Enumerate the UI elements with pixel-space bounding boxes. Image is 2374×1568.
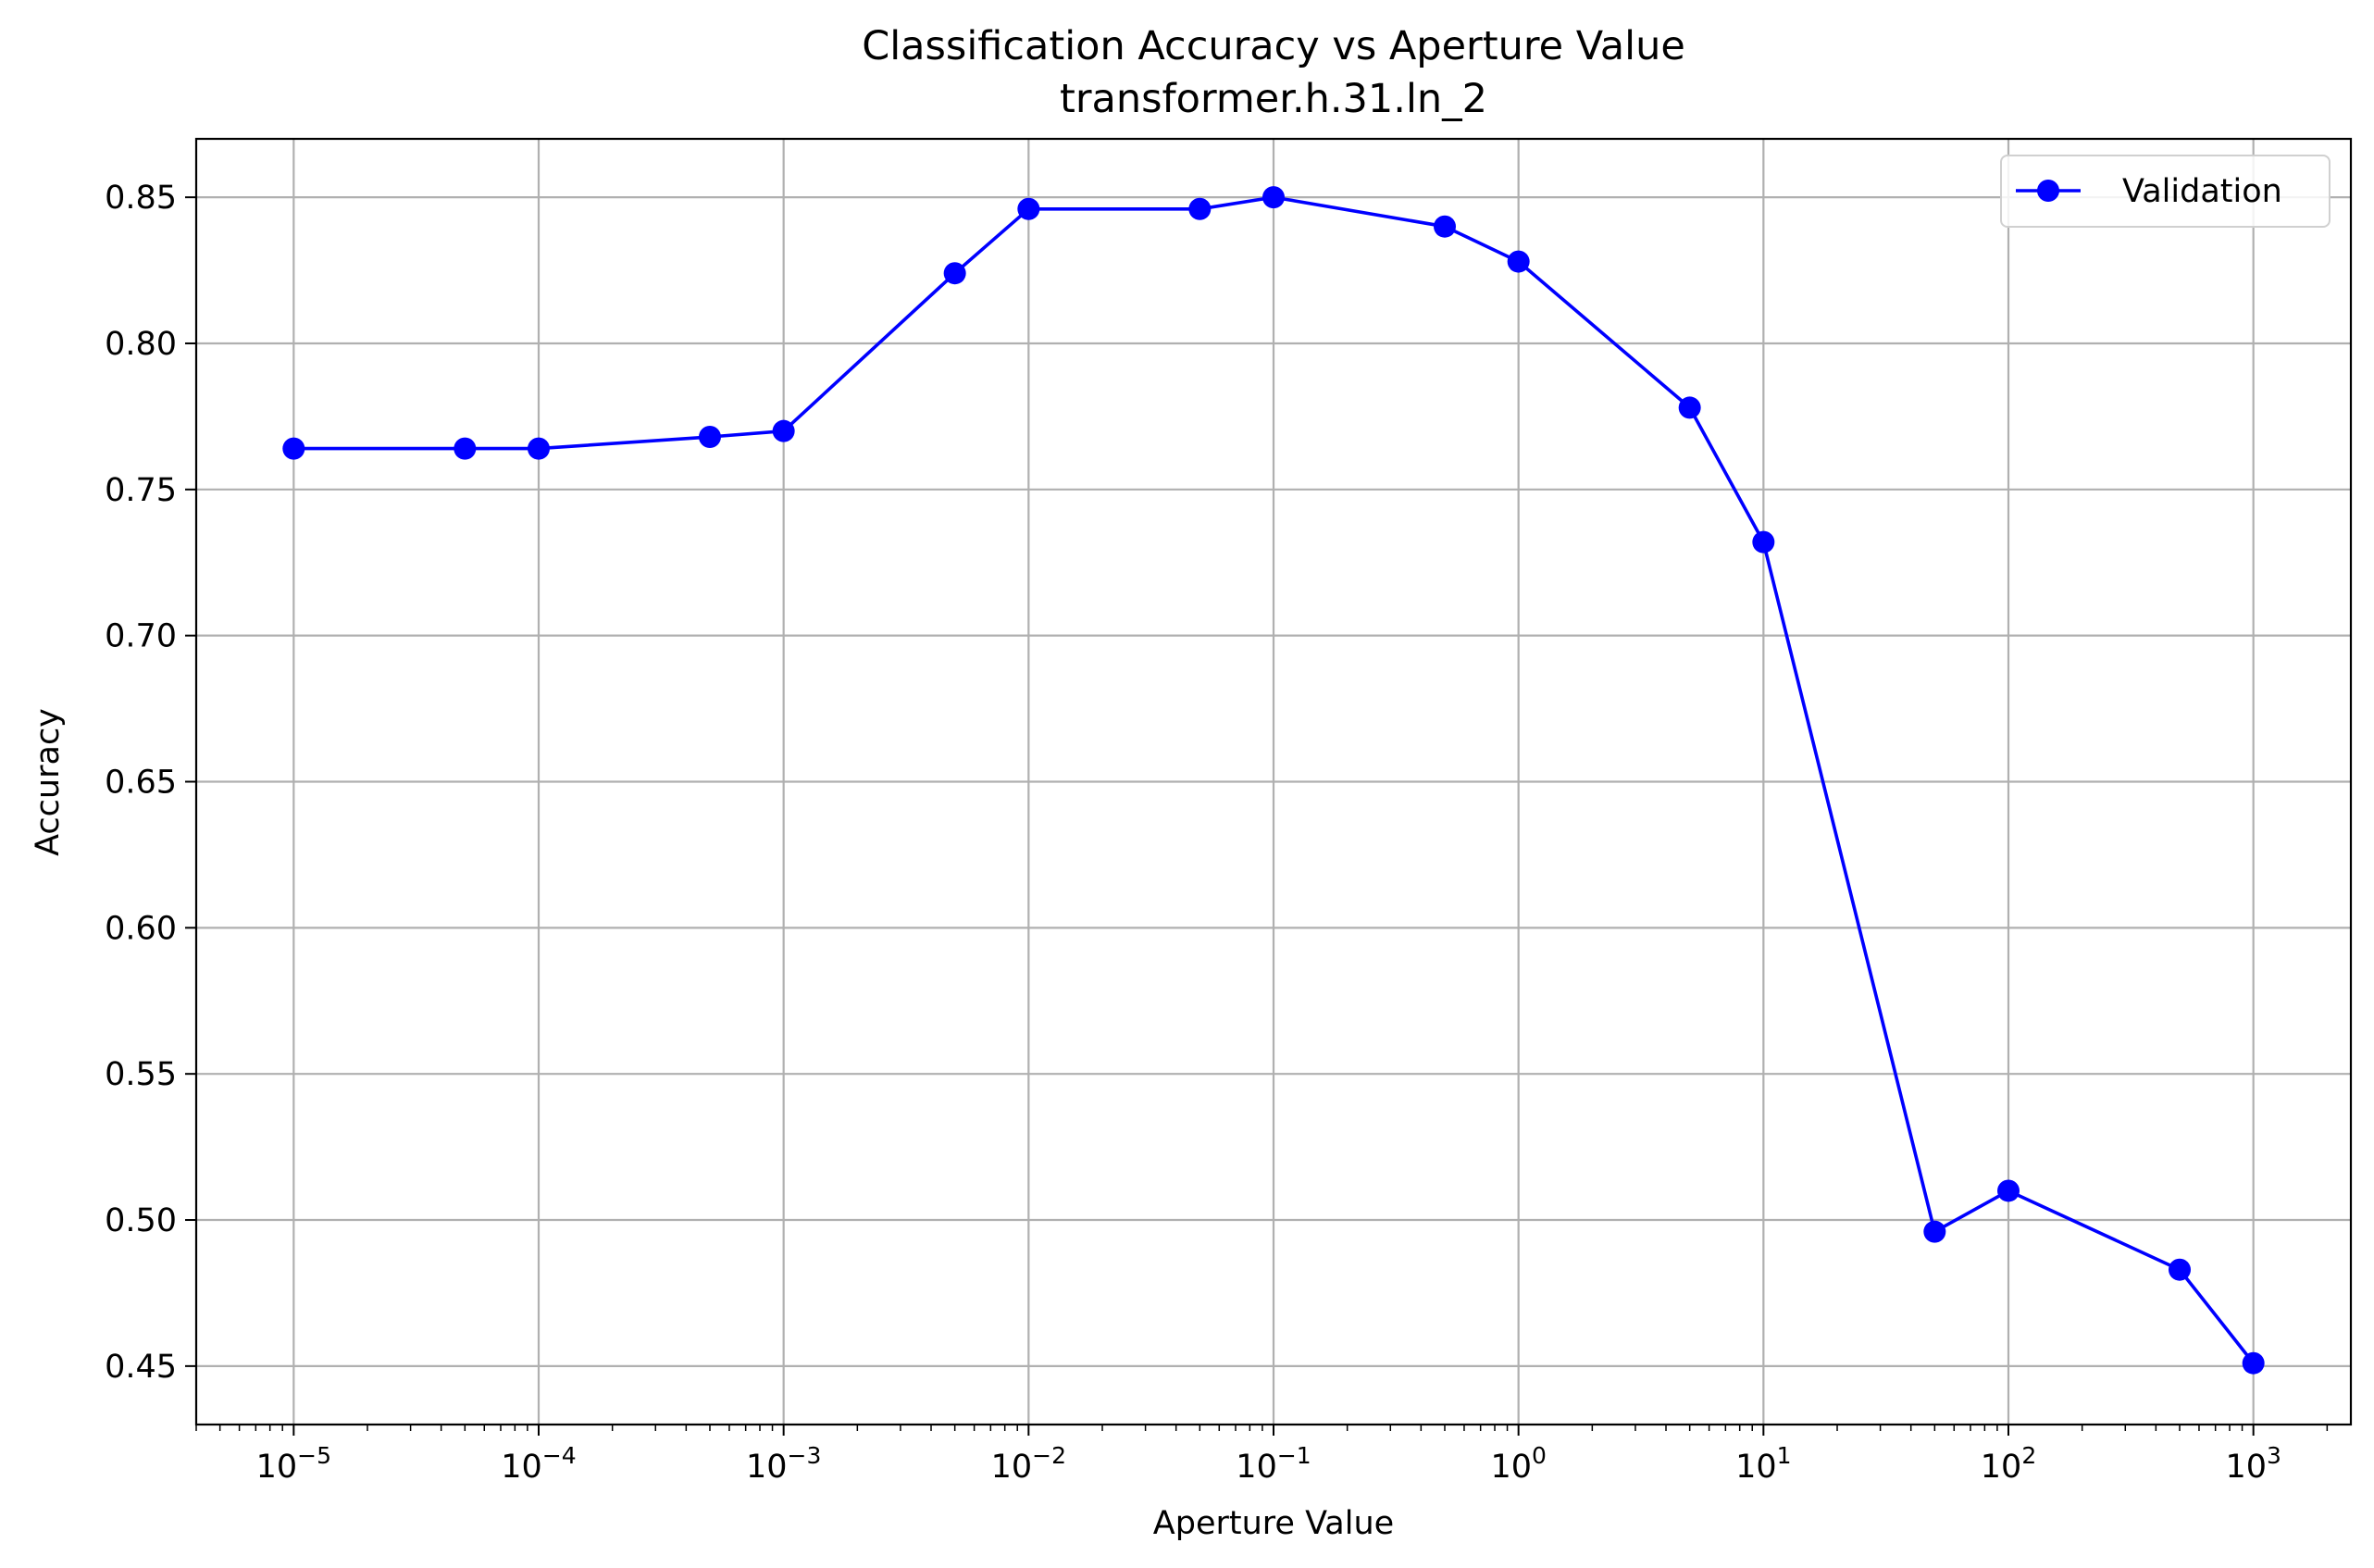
y-tick-label: 0.75 <box>105 472 177 509</box>
chart-title: Classification Accuracy vs Aperture Valu… <box>862 23 1685 69</box>
y-tick-label: 0.60 <box>105 910 177 947</box>
data-point <box>1752 530 1775 554</box>
legend-label: Validation <box>2122 173 2282 210</box>
data-point <box>454 437 477 460</box>
y-tick-label: 0.80 <box>105 326 177 363</box>
x-tick-label: 103 <box>2225 1442 2281 1486</box>
x-tick-label: 101 <box>1735 1442 1791 1486</box>
x-tick-label: 10−5 <box>256 1442 331 1486</box>
y-tick-label: 0.50 <box>105 1202 177 1239</box>
legend-marker <box>2037 180 2059 202</box>
data-point <box>1997 1179 2020 1202</box>
data-point <box>527 437 550 460</box>
y-axis-label: Accuracy <box>30 708 67 856</box>
data-point <box>1678 396 1701 419</box>
x-tick-label: 10−2 <box>991 1442 1066 1486</box>
x-axis: 10−5 10−4 10−3 10−2 10−1 100 101 102 103 <box>195 1425 2329 1486</box>
data-point <box>1433 215 1456 238</box>
x-tick-label: 100 <box>1490 1442 1546 1486</box>
legend-box <box>2000 155 2330 228</box>
data-point <box>1017 197 1040 220</box>
y-axis: 0.45 0.50 0.55 0.60 0.65 0.70 0.75 0.80 0.85 <box>105 180 196 1386</box>
x-tick-label: 10−3 <box>746 1442 821 1486</box>
data-point <box>2242 1351 2265 1375</box>
data-point <box>1923 1220 1946 1243</box>
data-point <box>698 425 721 448</box>
data-point <box>943 262 966 285</box>
plot-frame <box>194 137 2353 1426</box>
y-tick-label: 0.65 <box>105 765 177 802</box>
y-tick-label: 0.85 <box>105 180 177 217</box>
y-tick-label: 0.70 <box>105 618 177 655</box>
data-point <box>282 437 305 460</box>
grid <box>196 139 2351 1425</box>
series-validation <box>282 186 2265 1375</box>
data-point <box>1188 197 1212 220</box>
legend: Validation <box>2000 155 2330 228</box>
x-tick-label: 10−1 <box>1236 1442 1311 1486</box>
x-tick-label: 10−4 <box>501 1442 576 1486</box>
y-tick-label: 0.55 <box>105 1056 177 1093</box>
data-point <box>772 419 795 442</box>
chart-subtitle: transformer.h.31.ln_2 <box>1060 76 1487 122</box>
y-tick-label: 0.45 <box>105 1349 177 1386</box>
data-point <box>1262 186 1285 209</box>
x-axis-label: Aperture Value <box>1153 1505 1394 1542</box>
data-point <box>1507 250 1530 273</box>
x-tick-label: 102 <box>1981 1442 2036 1486</box>
data-point <box>2169 1258 2192 1281</box>
